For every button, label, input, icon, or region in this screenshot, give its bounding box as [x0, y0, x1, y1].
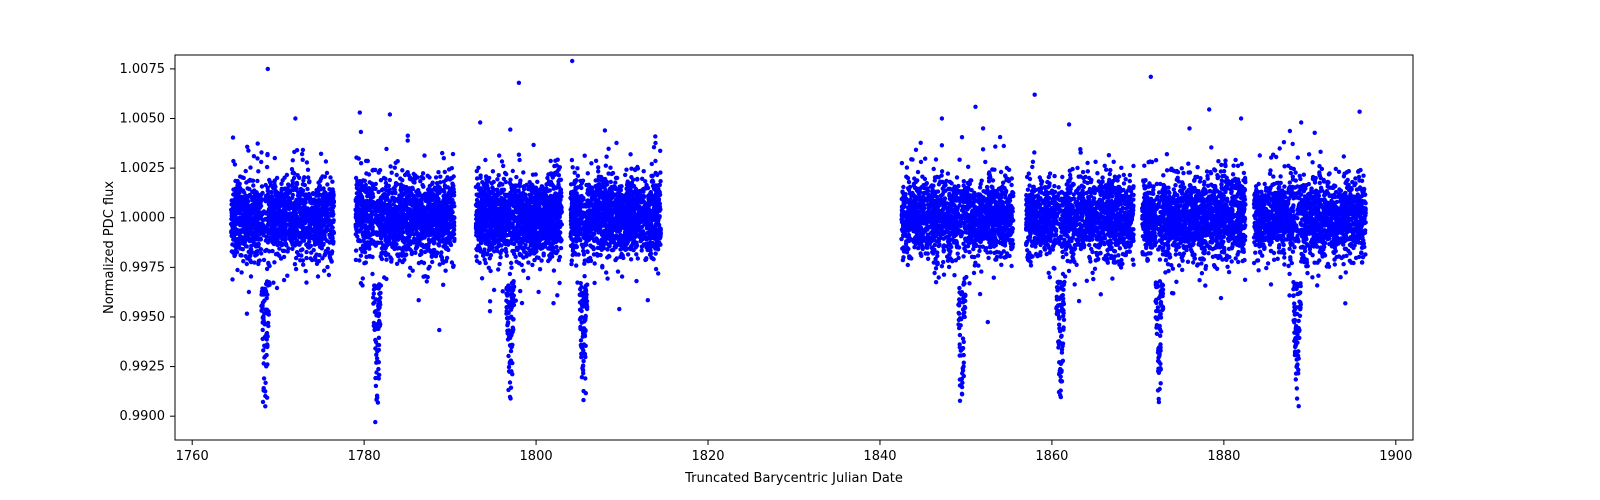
y-tick-label: 0.9950 — [120, 310, 166, 325]
x-tick-label: 1900 — [1379, 449, 1412, 464]
y-tick-label: 1.0025 — [120, 161, 166, 176]
y-tick-label: 1.0050 — [120, 112, 166, 127]
scatter-points — [229, 59, 1368, 425]
x-tick-label: 1880 — [1207, 449, 1240, 464]
y-tick-label: 0.9925 — [120, 360, 166, 375]
x-tick-label: 1820 — [691, 449, 724, 464]
y-tick-label: 1.0000 — [120, 211, 166, 226]
y-tick-label: 1.0075 — [120, 62, 166, 77]
x-tick-label: 1780 — [348, 449, 381, 464]
y-tick-label: 0.9975 — [120, 260, 166, 275]
y-tick-label: 0.9900 — [120, 409, 166, 424]
y-axis-label: Normalized PDC flux — [102, 181, 117, 314]
x-tick-label: 1760 — [176, 449, 209, 464]
x-tick-label: 1840 — [863, 449, 896, 464]
lightcurve-scatter-chart: 1760 1780 1800 1820 1840 1860 1880 1900 0.9900 0.… — [0, 0, 1600, 500]
x-tick-label: 1800 — [520, 449, 553, 464]
x-axis-label: Truncated Barycentric Julian Date — [684, 471, 903, 486]
chart-container: 1760 1780 1800 1820 1840 1860 1880 1900 0.9900 0.… — [0, 0, 1600, 500]
x-tick-label: 1860 — [1035, 449, 1068, 464]
